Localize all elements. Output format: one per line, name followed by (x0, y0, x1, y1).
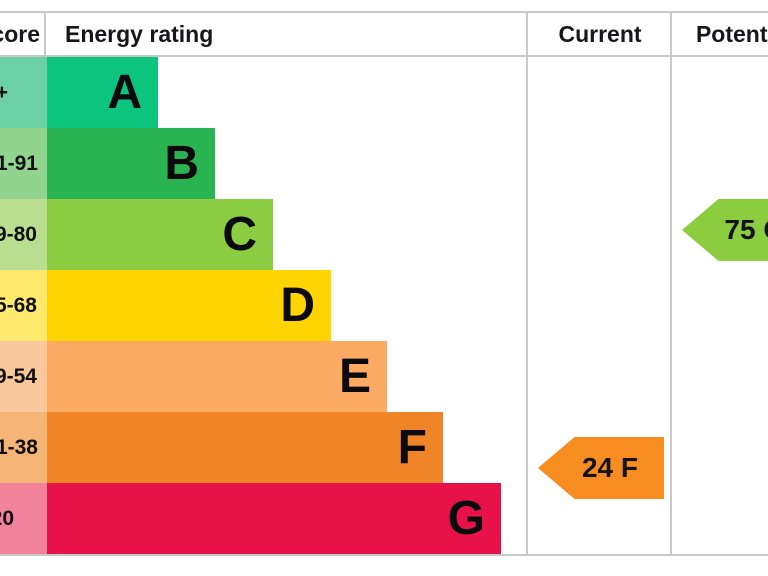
band-letter: F (397, 420, 427, 474)
score-cell-f: 21-38 (0, 412, 47, 483)
score-cell-d: 55-68 (0, 270, 47, 341)
rating-bar-d: D (47, 270, 331, 341)
band-row-a: 92+ A (0, 57, 768, 128)
current-rating-label: 24 F (581, 452, 639, 483)
band-row-c: 69-80 C (0, 199, 768, 270)
score-column-header: Score (0, 13, 47, 55)
band-letter: B (164, 136, 199, 190)
score-range-label: 1-20 (0, 506, 14, 530)
band-row-d: 55-68 D (0, 270, 768, 341)
energy-rating-column-header: Energy rating (47, 13, 528, 55)
score-range-label: 69-80 (0, 222, 37, 246)
score-cell-c: 69-80 (0, 199, 47, 270)
potential-rating-label: 75 C (724, 214, 768, 245)
band-letter: A (107, 65, 142, 119)
score-cell-g: 1-20 (0, 483, 47, 554)
score-range-label: 81-91 (0, 151, 38, 175)
band-row-g: 1-20 G (0, 483, 768, 554)
band-letter: C (222, 207, 257, 261)
potential-column-divider (670, 11, 672, 556)
score-range-label: 39-54 (0, 364, 37, 388)
current-column-header: Current (528, 13, 672, 55)
band-letter: E (338, 349, 371, 403)
rating-bar-a: A (47, 57, 158, 128)
header-bottom-border (0, 55, 768, 57)
potential-column-header: Potential (672, 13, 768, 55)
table-header-row: Score Energy rating Current Potential (0, 13, 768, 55)
score-header-label: Score (0, 20, 40, 47)
bottom-border (0, 554, 768, 556)
potential-header-label: Potential (695, 20, 768, 47)
rating-bar-e: E (47, 341, 387, 412)
band-row-b: 81-91 B (0, 128, 768, 199)
top-border (0, 11, 768, 13)
score-cell-b: 81-91 (0, 128, 47, 199)
rating-bar-b: B (47, 128, 215, 199)
energy-rating-header-label: Energy rating (65, 20, 214, 47)
current-column-divider (526, 11, 528, 556)
band-letter: D (280, 278, 315, 332)
score-column-divider (44, 11, 46, 57)
epc-table: Score Energy rating Current Potential 92… (0, 11, 768, 556)
rating-bands: 92+ A 81-91 B 69-80 C 55-68 D 39-54 E 21-38 F 1-20 G (0, 57, 768, 554)
rating-bar-g: G (47, 483, 501, 554)
score-range-label: 21-38 (0, 435, 38, 459)
current-header-label: Current (558, 20, 642, 47)
score-cell-a: 92+ (0, 57, 47, 128)
rating-bar-c: C (47, 199, 273, 270)
band-letter: G (447, 491, 485, 545)
score-range-label: 92+ (0, 80, 8, 104)
band-row-f: 21-38 F (0, 412, 768, 483)
score-cell-e: 39-54 (0, 341, 47, 412)
score-range-label: 55-68 (0, 293, 37, 317)
band-row-e: 39-54 E (0, 341, 768, 412)
rating-bar-f: F (47, 412, 443, 483)
